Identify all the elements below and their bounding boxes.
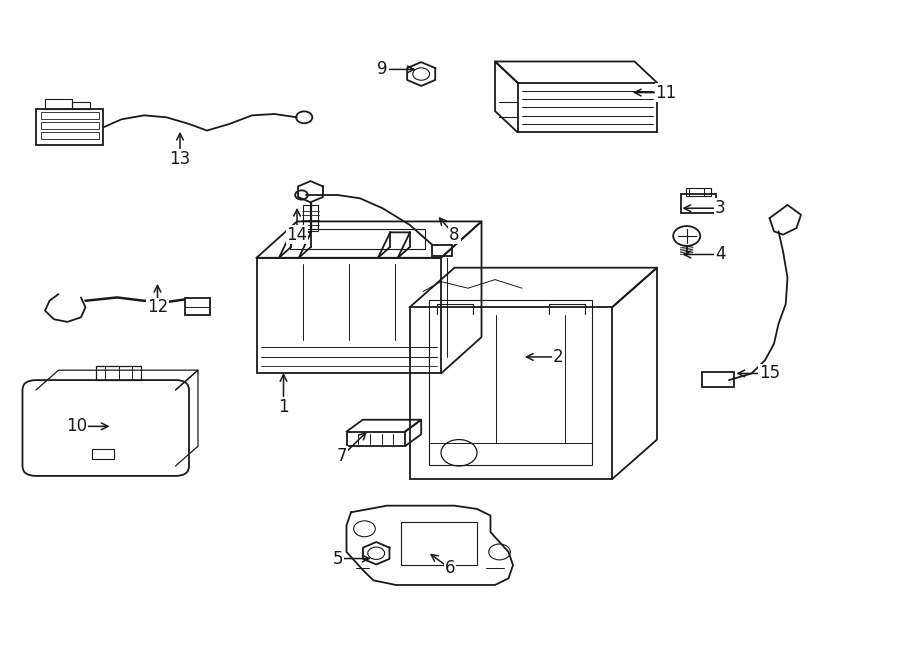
Bar	[92, 449, 114, 459]
Bar	[702, 372, 733, 387]
Bar	[290, 229, 425, 249]
Bar	[45, 99, 72, 109]
Text: 2: 2	[553, 348, 563, 366]
Bar	[681, 194, 716, 213]
Bar	[72, 102, 90, 109]
Bar	[36, 109, 104, 145]
Text: 15: 15	[759, 364, 780, 383]
Text: 10: 10	[66, 417, 87, 436]
Bar	[410, 307, 612, 479]
Bar	[40, 112, 99, 119]
Text: 13: 13	[169, 149, 191, 168]
Text: 14: 14	[286, 225, 308, 244]
Bar	[346, 432, 405, 446]
Bar	[400, 522, 477, 565]
Text: 12: 12	[147, 298, 168, 317]
Text: 6: 6	[445, 559, 455, 578]
Bar	[256, 258, 441, 373]
Bar	[429, 300, 592, 465]
Text: 7: 7	[337, 447, 347, 465]
Bar	[40, 132, 99, 139]
Text: 11: 11	[655, 83, 677, 102]
Bar	[184, 298, 210, 315]
Text: 4: 4	[715, 245, 725, 264]
Bar	[686, 188, 711, 196]
Text: 1: 1	[278, 397, 289, 416]
Text: 5: 5	[332, 549, 343, 568]
Bar	[96, 366, 141, 380]
Bar	[40, 122, 99, 129]
Text: 8: 8	[449, 225, 460, 244]
Bar	[303, 205, 318, 231]
Bar	[432, 245, 452, 256]
Text: 3: 3	[715, 199, 725, 217]
Text: 9: 9	[377, 60, 388, 79]
